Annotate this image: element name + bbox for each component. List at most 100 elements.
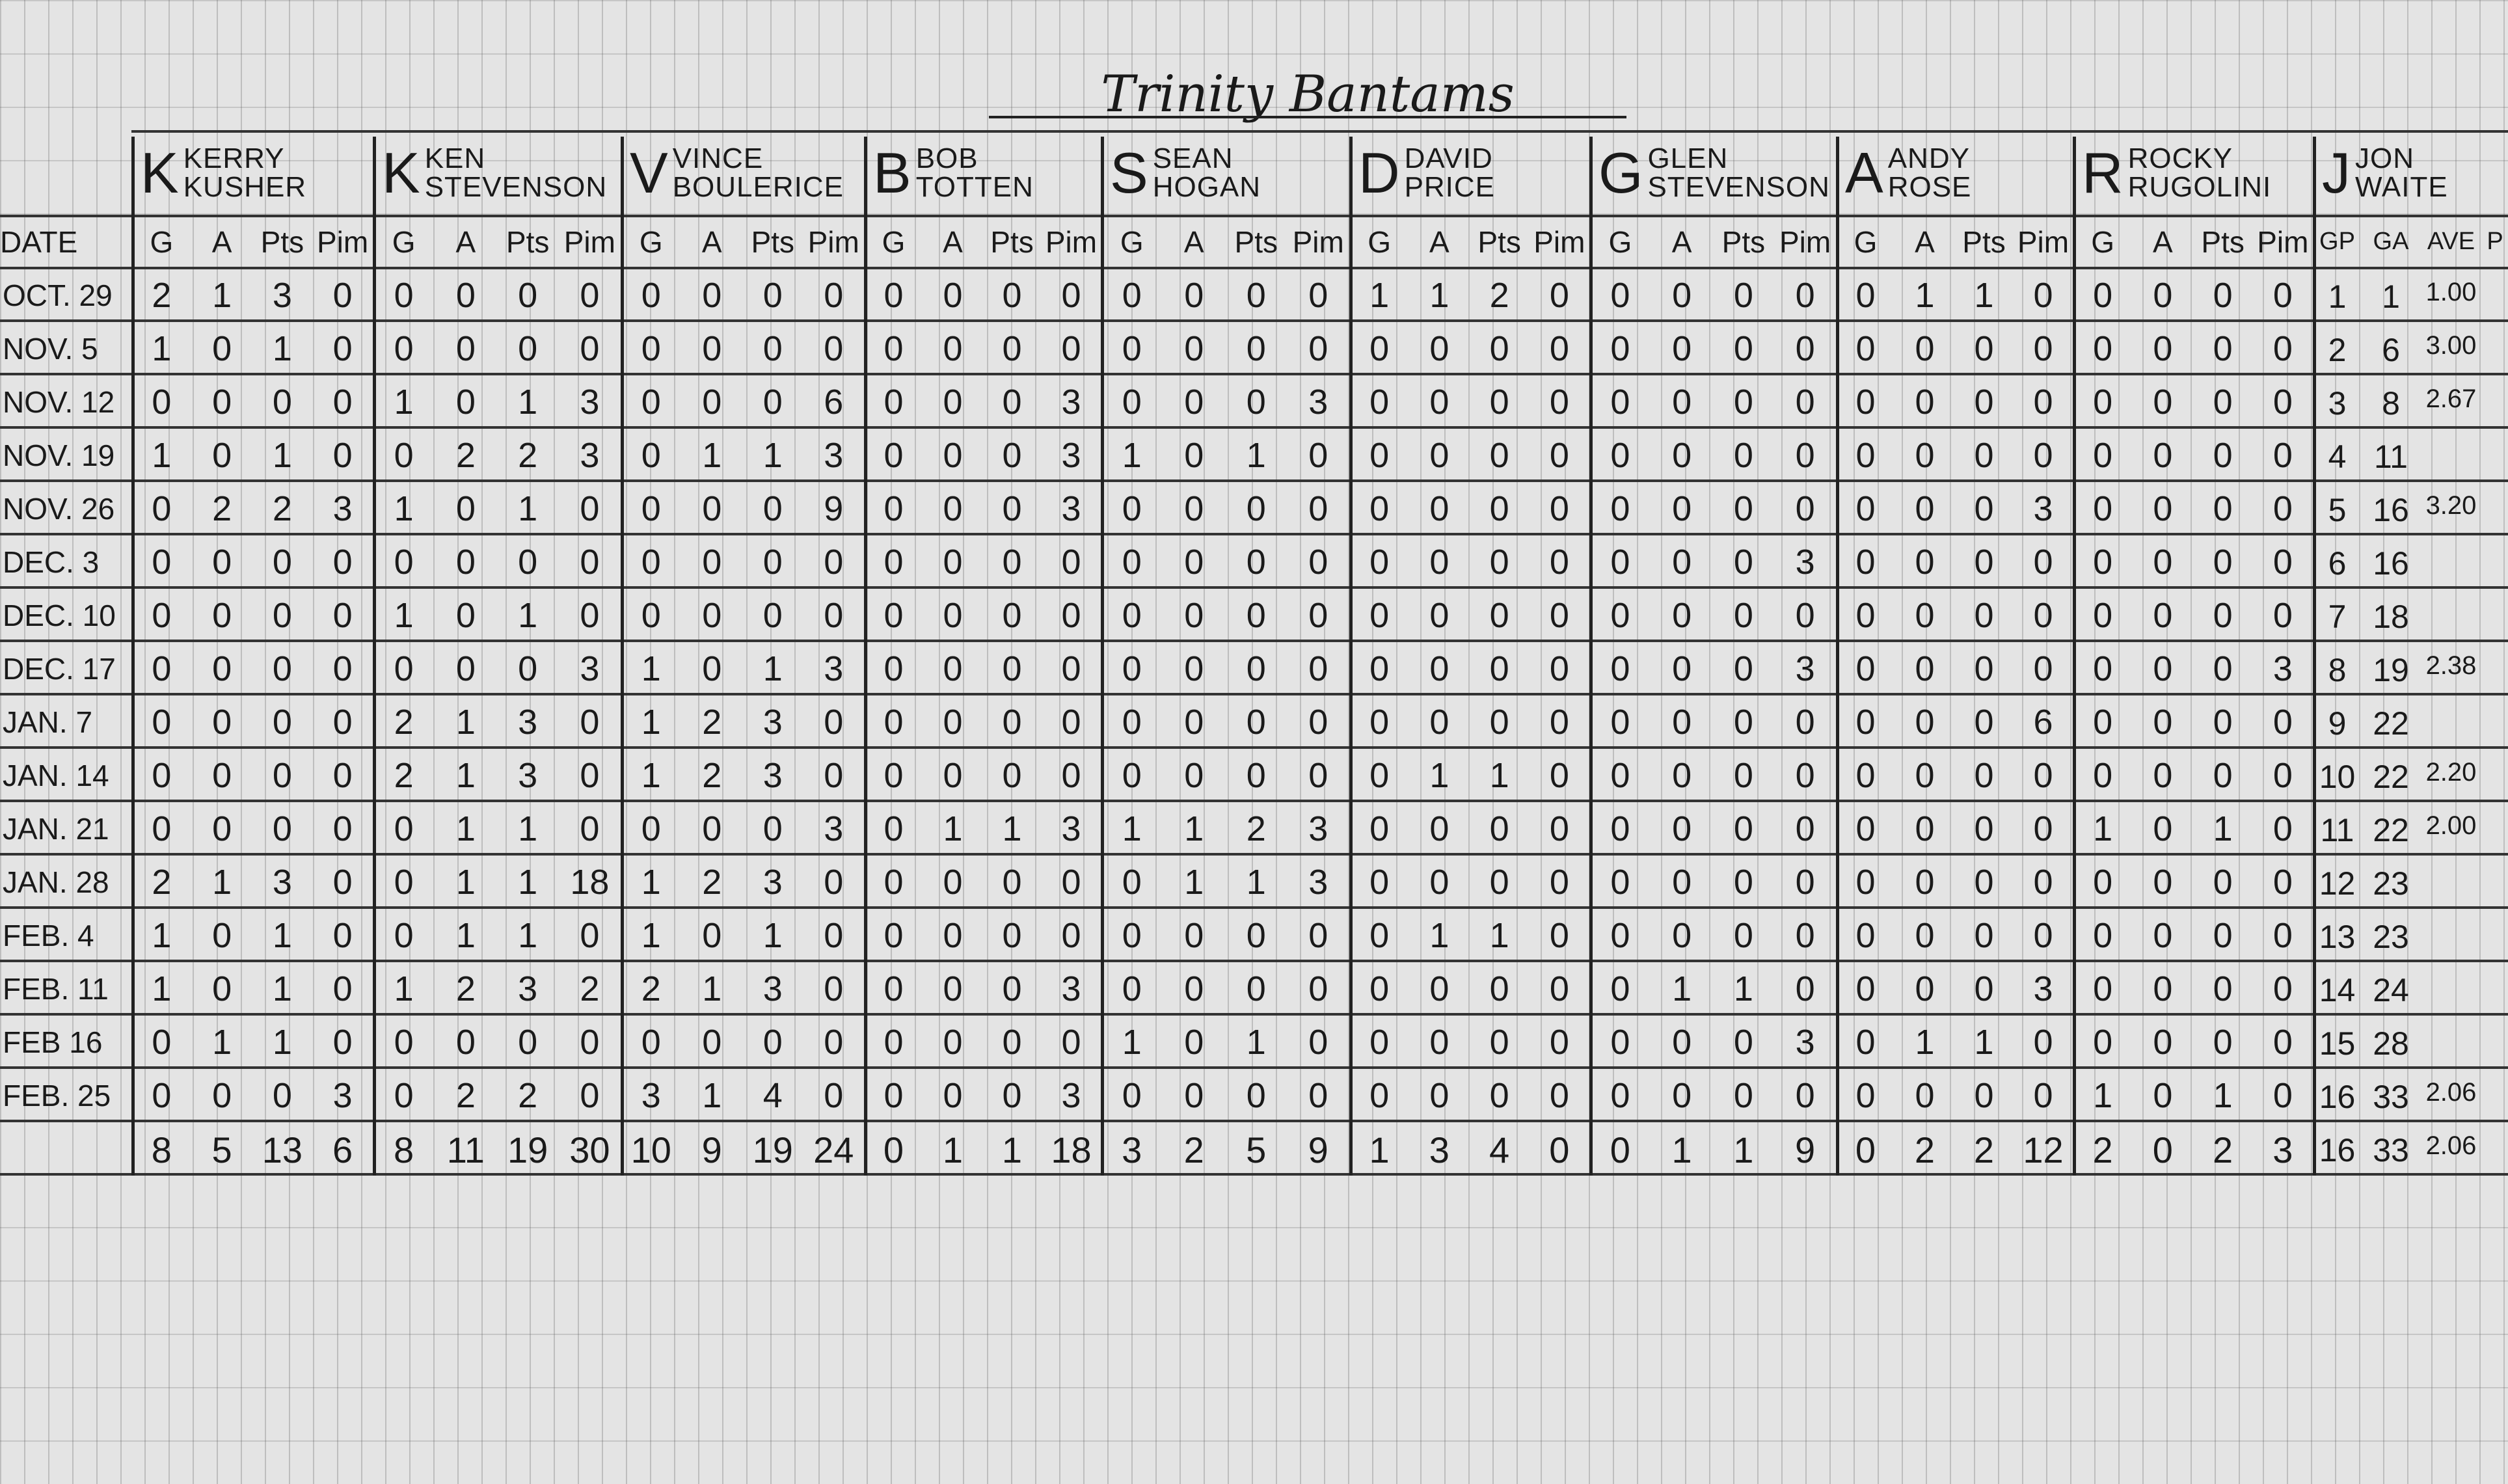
stat-cell: 0 — [1246, 1076, 1266, 1115]
stat-cell: 0 — [1429, 1076, 1450, 1115]
stat-cell: 0 — [943, 329, 963, 368]
column-label-pim: Pim — [1533, 225, 1585, 259]
stat-cell: 0 — [1610, 863, 1630, 902]
stat-cell: 0 — [272, 703, 292, 742]
stat-cell: 1 — [394, 969, 414, 1008]
column-label-a: A — [211, 225, 232, 259]
stat-cell: 0 — [1002, 543, 1022, 582]
row-rule — [0, 1066, 2508, 1069]
goalie-name: J Jon Waite — [2322, 144, 2501, 202]
stat-cell: 0 — [1369, 543, 1390, 582]
goalie-stat-cell: 22 — [2373, 759, 2409, 795]
stat-cell: 0 — [152, 1023, 172, 1062]
stat-cell: 0 — [455, 649, 476, 688]
stat-cell: 0 — [1061, 863, 1081, 902]
stat-cell: 2 — [455, 1076, 476, 1115]
column-label-a: A — [2153, 225, 2173, 259]
stat-cell: 0 — [641, 1023, 661, 1062]
stat-cell: 0 — [1429, 489, 1450, 528]
stat-cell: 0 — [1733, 489, 1753, 528]
stat-cell: 0 — [1122, 863, 1142, 902]
stat-cell: 0 — [1855, 383, 1876, 422]
stat-cell: 0 — [1915, 916, 1935, 955]
stat-cell: 3 — [1795, 1023, 1815, 1062]
stat-cell: 0 — [2033, 1023, 2053, 1062]
stat-cell: 0 — [1061, 329, 1081, 368]
player-initial: R — [2082, 141, 2124, 205]
player-name: B Bob Totten — [873, 144, 1094, 202]
stat-cell: 0 — [332, 916, 353, 955]
stat-cell: 1 — [1429, 276, 1450, 315]
stat-cell: 0 — [332, 383, 353, 422]
row-rule — [0, 533, 2508, 535]
stat-cell: 0 — [1429, 329, 1450, 368]
goalie-stat-cell: 6 — [2382, 332, 2400, 368]
row-date: Jan. 21 — [3, 812, 109, 846]
stat-cell: 0 — [1002, 596, 1022, 635]
stat-cell: 0 — [2033, 916, 2053, 955]
stat-cell: 1 — [394, 596, 414, 635]
stat-cell: 0 — [2213, 703, 2233, 742]
column-label-pts: Pts — [506, 225, 550, 259]
goalie-column-label: GP — [2319, 228, 2355, 255]
stat-cell: 0 — [455, 596, 476, 635]
stat-cell: 0 — [1308, 276, 1328, 315]
stat-cell: 0 — [1915, 329, 1935, 368]
player-last-name: Kusher — [183, 171, 307, 203]
stat-cell: 0 — [824, 543, 844, 582]
stat-cell: 0 — [1369, 1076, 1390, 1115]
stat-cell: 0 — [1369, 703, 1390, 742]
total-cell: 6 — [332, 1129, 353, 1170]
stat-cell: 0 — [2093, 916, 2113, 955]
stat-cell: 3 — [272, 863, 292, 902]
column-label-a: A — [1183, 225, 1204, 259]
column-group-rule — [1349, 137, 1353, 1176]
stat-cell: 0 — [1246, 649, 1266, 688]
stat-cell: 0 — [883, 383, 904, 422]
stat-cell: 0 — [1002, 969, 1022, 1008]
stat-cell: 0 — [943, 703, 963, 742]
stat-cell: 0 — [1184, 543, 1204, 582]
stat-cell: 0 — [1672, 596, 1692, 635]
stat-cell: 0 — [1733, 543, 1753, 582]
stat-cell: 0 — [943, 543, 963, 582]
stat-cell: 1 — [518, 863, 538, 902]
stat-cell: 3 — [1061, 383, 1081, 422]
row-date: Dec. 17 — [3, 652, 116, 686]
column-label-a: A — [1915, 225, 1935, 259]
goalie-total-cell: 2.06 — [2425, 1131, 2477, 1160]
stat-cell: 0 — [1610, 916, 1630, 955]
stat-cell: 0 — [1549, 916, 1569, 955]
stat-cell: 0 — [702, 489, 722, 528]
stat-cell: 0 — [1733, 1076, 1753, 1115]
column-label-a: A — [701, 225, 722, 259]
stat-cell: 1 — [1246, 436, 1266, 475]
stat-cell: 0 — [1369, 863, 1390, 902]
row-rule — [0, 1173, 2508, 1176]
stat-cell: 2 — [394, 756, 414, 795]
stat-cell: 0 — [943, 489, 963, 528]
stat-cell: 3 — [1061, 1076, 1081, 1115]
stat-cell: 0 — [212, 809, 232, 848]
stat-cell: 0 — [2153, 703, 2173, 742]
stat-cell: 0 — [2272, 703, 2293, 742]
stat-cell: 0 — [272, 649, 292, 688]
stat-cell: 0 — [2213, 916, 2233, 955]
stat-cell: 0 — [1246, 703, 1266, 742]
row-date: Jan. 28 — [3, 865, 109, 899]
stat-cell: 0 — [702, 596, 722, 635]
player-last-name: Price — [1404, 171, 1496, 203]
row-rule — [0, 267, 2508, 269]
stat-cell: 3 — [1061, 969, 1081, 1008]
stat-cell: 3 — [1061, 809, 1081, 848]
stat-cell: 0 — [1246, 489, 1266, 528]
stat-cell: 0 — [2272, 916, 2293, 955]
stat-cell: 0 — [1184, 969, 1204, 1008]
total-cell: 2 — [1973, 1129, 1995, 1170]
column-label-pim: Pim — [1779, 225, 1831, 259]
stat-cell: 1 — [394, 489, 414, 528]
stat-cell: 0 — [2153, 1023, 2173, 1062]
total-cell: 0 — [1855, 1129, 1876, 1170]
player-initial: K — [141, 141, 180, 205]
stat-cell: 0 — [2153, 543, 2173, 582]
